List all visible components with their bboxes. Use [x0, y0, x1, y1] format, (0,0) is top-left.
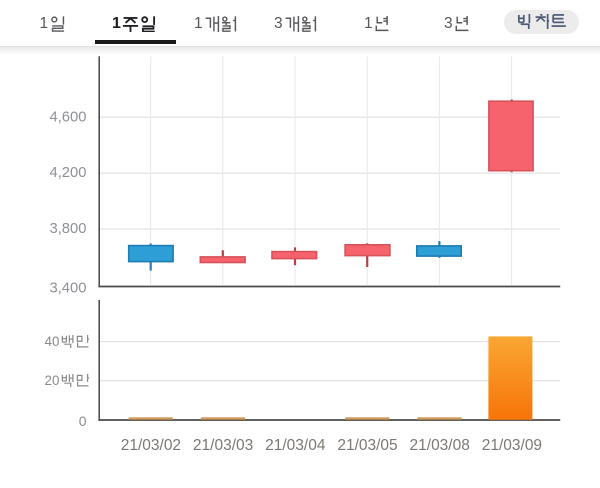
- svg-text:3,400: 3,400: [49, 281, 86, 297]
- svg-text:21/03/09: 21/03/09: [482, 437, 542, 454]
- svg-text:21/03/05: 21/03/05: [337, 437, 397, 454]
- svg-text:21/03/02: 21/03/02: [121, 437, 181, 454]
- svg-text:4,600: 4,600: [49, 109, 86, 125]
- svg-text:4,200: 4,200: [49, 165, 86, 181]
- svg-text:21/03/04: 21/03/04: [265, 437, 326, 454]
- svg-text:21/03/03: 21/03/03: [193, 437, 253, 454]
- svg-text:0: 0: [79, 413, 87, 429]
- svg-text:21/03/08: 21/03/08: [410, 437, 470, 454]
- svg-text:3,800: 3,800: [49, 221, 86, 237]
